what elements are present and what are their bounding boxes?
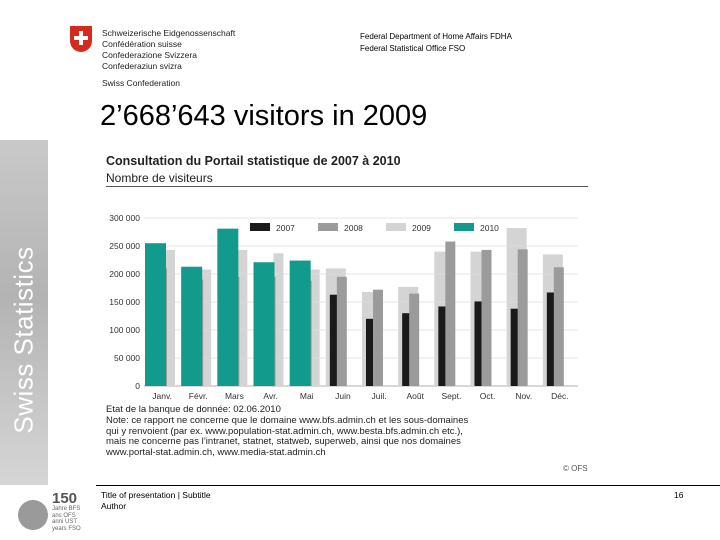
legend-swatch-2007 — [250, 223, 270, 231]
legend-label: 2008 — [344, 223, 363, 233]
chart-notes: Etat de la banque de donnée: 02.06.2010 … — [106, 404, 469, 459]
x-tick-label: Mars — [225, 391, 244, 401]
confederation-line: Schweizerische Eidgenossenschaft — [102, 28, 236, 38]
bar-2007 — [329, 294, 340, 386]
x-tick-label: Déc. — [551, 391, 568, 401]
legend-label: 2007 — [276, 223, 295, 233]
department-line: Federal Department of Home Affairs FDHA — [360, 32, 512, 41]
y-tick-label: 0 — [135, 381, 140, 391]
note-line: www.portal-stat.admin.ch, www.media-stat… — [106, 447, 326, 459]
bar-2007 — [366, 318, 376, 386]
note-line: mais ne concerne pas l’intranet, statnet… — [106, 436, 461, 448]
chart-title: Consultation du Portail statistique de 2… — [106, 154, 401, 168]
footer-divider — [96, 485, 720, 486]
bar-2007 — [402, 313, 413, 386]
bar-2007 — [474, 301, 485, 386]
bar-2008 — [517, 249, 528, 386]
anniversary-logo: 150 Jahre BFS ans OFS anni UST years FSO — [18, 490, 86, 536]
bar-2008 — [481, 249, 492, 386]
confederation-line: Confederaziun svizra — [102, 61, 182, 71]
confederation-short: Swiss Confederation — [102, 78, 180, 88]
bar-2008 — [409, 293, 420, 386]
y-tick-label: 50 000 — [114, 353, 140, 363]
anniversary-circle-icon — [18, 500, 48, 530]
x-tick-label: Juil. — [372, 391, 387, 401]
x-tick-label: Janv. — [152, 391, 172, 401]
note-line: qui y renvoient (par ex. www.population-… — [106, 425, 463, 437]
chart-divider — [106, 186, 588, 187]
bar-2008 — [373, 289, 383, 386]
bar-2007 — [510, 308, 521, 386]
legend-swatch-2010 — [454, 223, 474, 231]
presentation-title: Title of presentation | Subtitle — [101, 490, 211, 500]
x-tick-label: Août — [407, 391, 425, 401]
bar-2007 — [546, 292, 557, 386]
y-tick-label: 250 000 — [109, 241, 140, 251]
bar-2008 — [553, 267, 564, 386]
sidebar-text: Swiss Statistics — [8, 246, 39, 434]
bar-2008 — [445, 241, 456, 386]
swiss-flag-icon — [70, 26, 92, 52]
legend-label: 2010 — [480, 223, 499, 233]
bar-2007 — [438, 306, 449, 386]
anniversary-text: Jahre BFS ans OFS anni UST years FSO — [52, 506, 81, 532]
bar-2009 — [165, 249, 175, 386]
slide-title: 2’668’643 visitors in 2009 — [100, 100, 428, 132]
x-tick-label: Avr. — [263, 391, 278, 401]
source-label: © OFS — [563, 464, 588, 473]
page-number: 16 — [674, 490, 684, 500]
anniversary-line: ans OFS — [52, 512, 76, 519]
confederation-line: Confédération suisse — [102, 39, 182, 49]
x-tick-label: Févr. — [189, 391, 208, 401]
anniversary-line: years FSO — [52, 525, 81, 532]
bar-2009 — [237, 249, 248, 386]
anniversary-number: 150 — [52, 490, 78, 507]
sidebar-image: Swiss Statistics — [0, 140, 48, 485]
bar-2009 — [273, 253, 284, 386]
office-line: Federal Statistical Office FSO — [360, 44, 466, 53]
x-tick-label: Oct. — [480, 391, 496, 401]
legend-swatch-2008 — [318, 223, 338, 231]
x-tick-label: Sept. — [441, 391, 461, 401]
note-line: Etat de la banque de donnée: 02.06.2010 — [106, 404, 281, 415]
confederation-names: Schweizerische Eidgenossenschaft Confédé… — [102, 28, 235, 89]
department-header: Federal Department of Home Affairs FDHA … — [360, 31, 512, 55]
chart-subtitle: Nombre de visiteurs — [106, 171, 213, 185]
bar-2009 — [201, 269, 212, 386]
y-tick-label: 150 000 — [109, 297, 140, 307]
bar-2008 — [336, 276, 347, 386]
y-tick-label: 300 000 — [109, 213, 140, 223]
anniversary-line: anni UST — [52, 519, 78, 525]
y-tick-label: 200 000 — [109, 269, 140, 279]
x-tick-label: Mai — [300, 391, 314, 401]
legend-swatch-2009 — [386, 223, 406, 231]
bar-2010 — [145, 243, 166, 386]
y-tick-label: 100 000 — [109, 325, 140, 335]
bar-2010 — [253, 262, 275, 386]
confederation-line: Confederazione Svizzera — [102, 50, 197, 60]
legend-label: 2009 — [412, 223, 431, 233]
note-line: Note: ce rapport ne concerne que le doma… — [106, 414, 469, 426]
bar-2010 — [181, 266, 203, 386]
x-tick-label: Nov. — [515, 391, 532, 401]
bar-2010 — [289, 260, 311, 386]
x-tick-label: Juin — [335, 391, 351, 401]
bar-chart: 0 50 000 100 000 150 000 200 000 250 000 300 0… — [109, 213, 578, 401]
anniversary-line: Jahre BFS — [52, 506, 81, 512]
author: Author — [101, 501, 127, 511]
footer-text: Title of presentation | Subtitle Author — [101, 490, 211, 512]
bar-2009 — [309, 269, 320, 386]
bar-2010 — [217, 228, 239, 386]
